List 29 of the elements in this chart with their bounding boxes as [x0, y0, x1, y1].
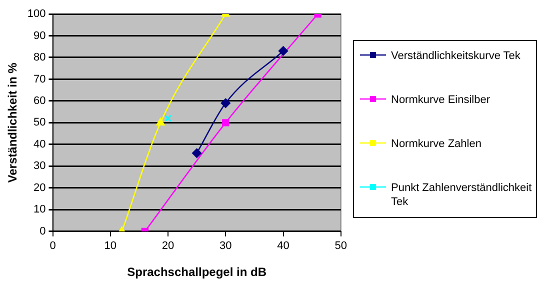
- y-tick-label: 40: [34, 138, 46, 150]
- point: [278, 46, 288, 56]
- y-tick-label: 90: [34, 30, 46, 42]
- legend-label: Punkt Zahlenverständlichkeit Tek: [391, 181, 532, 209]
- point: [222, 119, 230, 126]
- x-axis-title: Sprachschallpegel in dB: [127, 265, 267, 280]
- x-tick-label: 50: [334, 240, 348, 252]
- legend-label: Normkurve Zahlen: [391, 137, 482, 151]
- y-tick-label: 100: [27, 8, 46, 20]
- y-tick-label: 30: [34, 160, 46, 172]
- x-tick-label: 40: [277, 240, 290, 252]
- legend-label: Verständlichkeitskurve Tek: [391, 49, 520, 63]
- y-tick-label: 10: [34, 204, 46, 216]
- point: [164, 114, 172, 122]
- y-tick-label: 60: [34, 94, 46, 107]
- y-tick-label: 20: [34, 182, 46, 194]
- y-axis-title: Verständlichkeit in %: [6, 62, 20, 183]
- x-tick-label: 0: [50, 240, 56, 252]
- legend-label: Normkurve Einsilber: [391, 93, 490, 107]
- point: [220, 98, 230, 108]
- x-tick-label: 30: [220, 240, 232, 252]
- y-tick-label: 0: [40, 225, 46, 238]
- x-tick-label: 20: [162, 240, 174, 252]
- point: [192, 148, 202, 158]
- y-tick-label: 50: [34, 116, 46, 129]
- y-tick-label: 70: [34, 73, 46, 86]
- point: [156, 118, 165, 126]
- x-tick-label: 10: [104, 240, 117, 252]
- y-tick-label: 80: [34, 52, 46, 64]
